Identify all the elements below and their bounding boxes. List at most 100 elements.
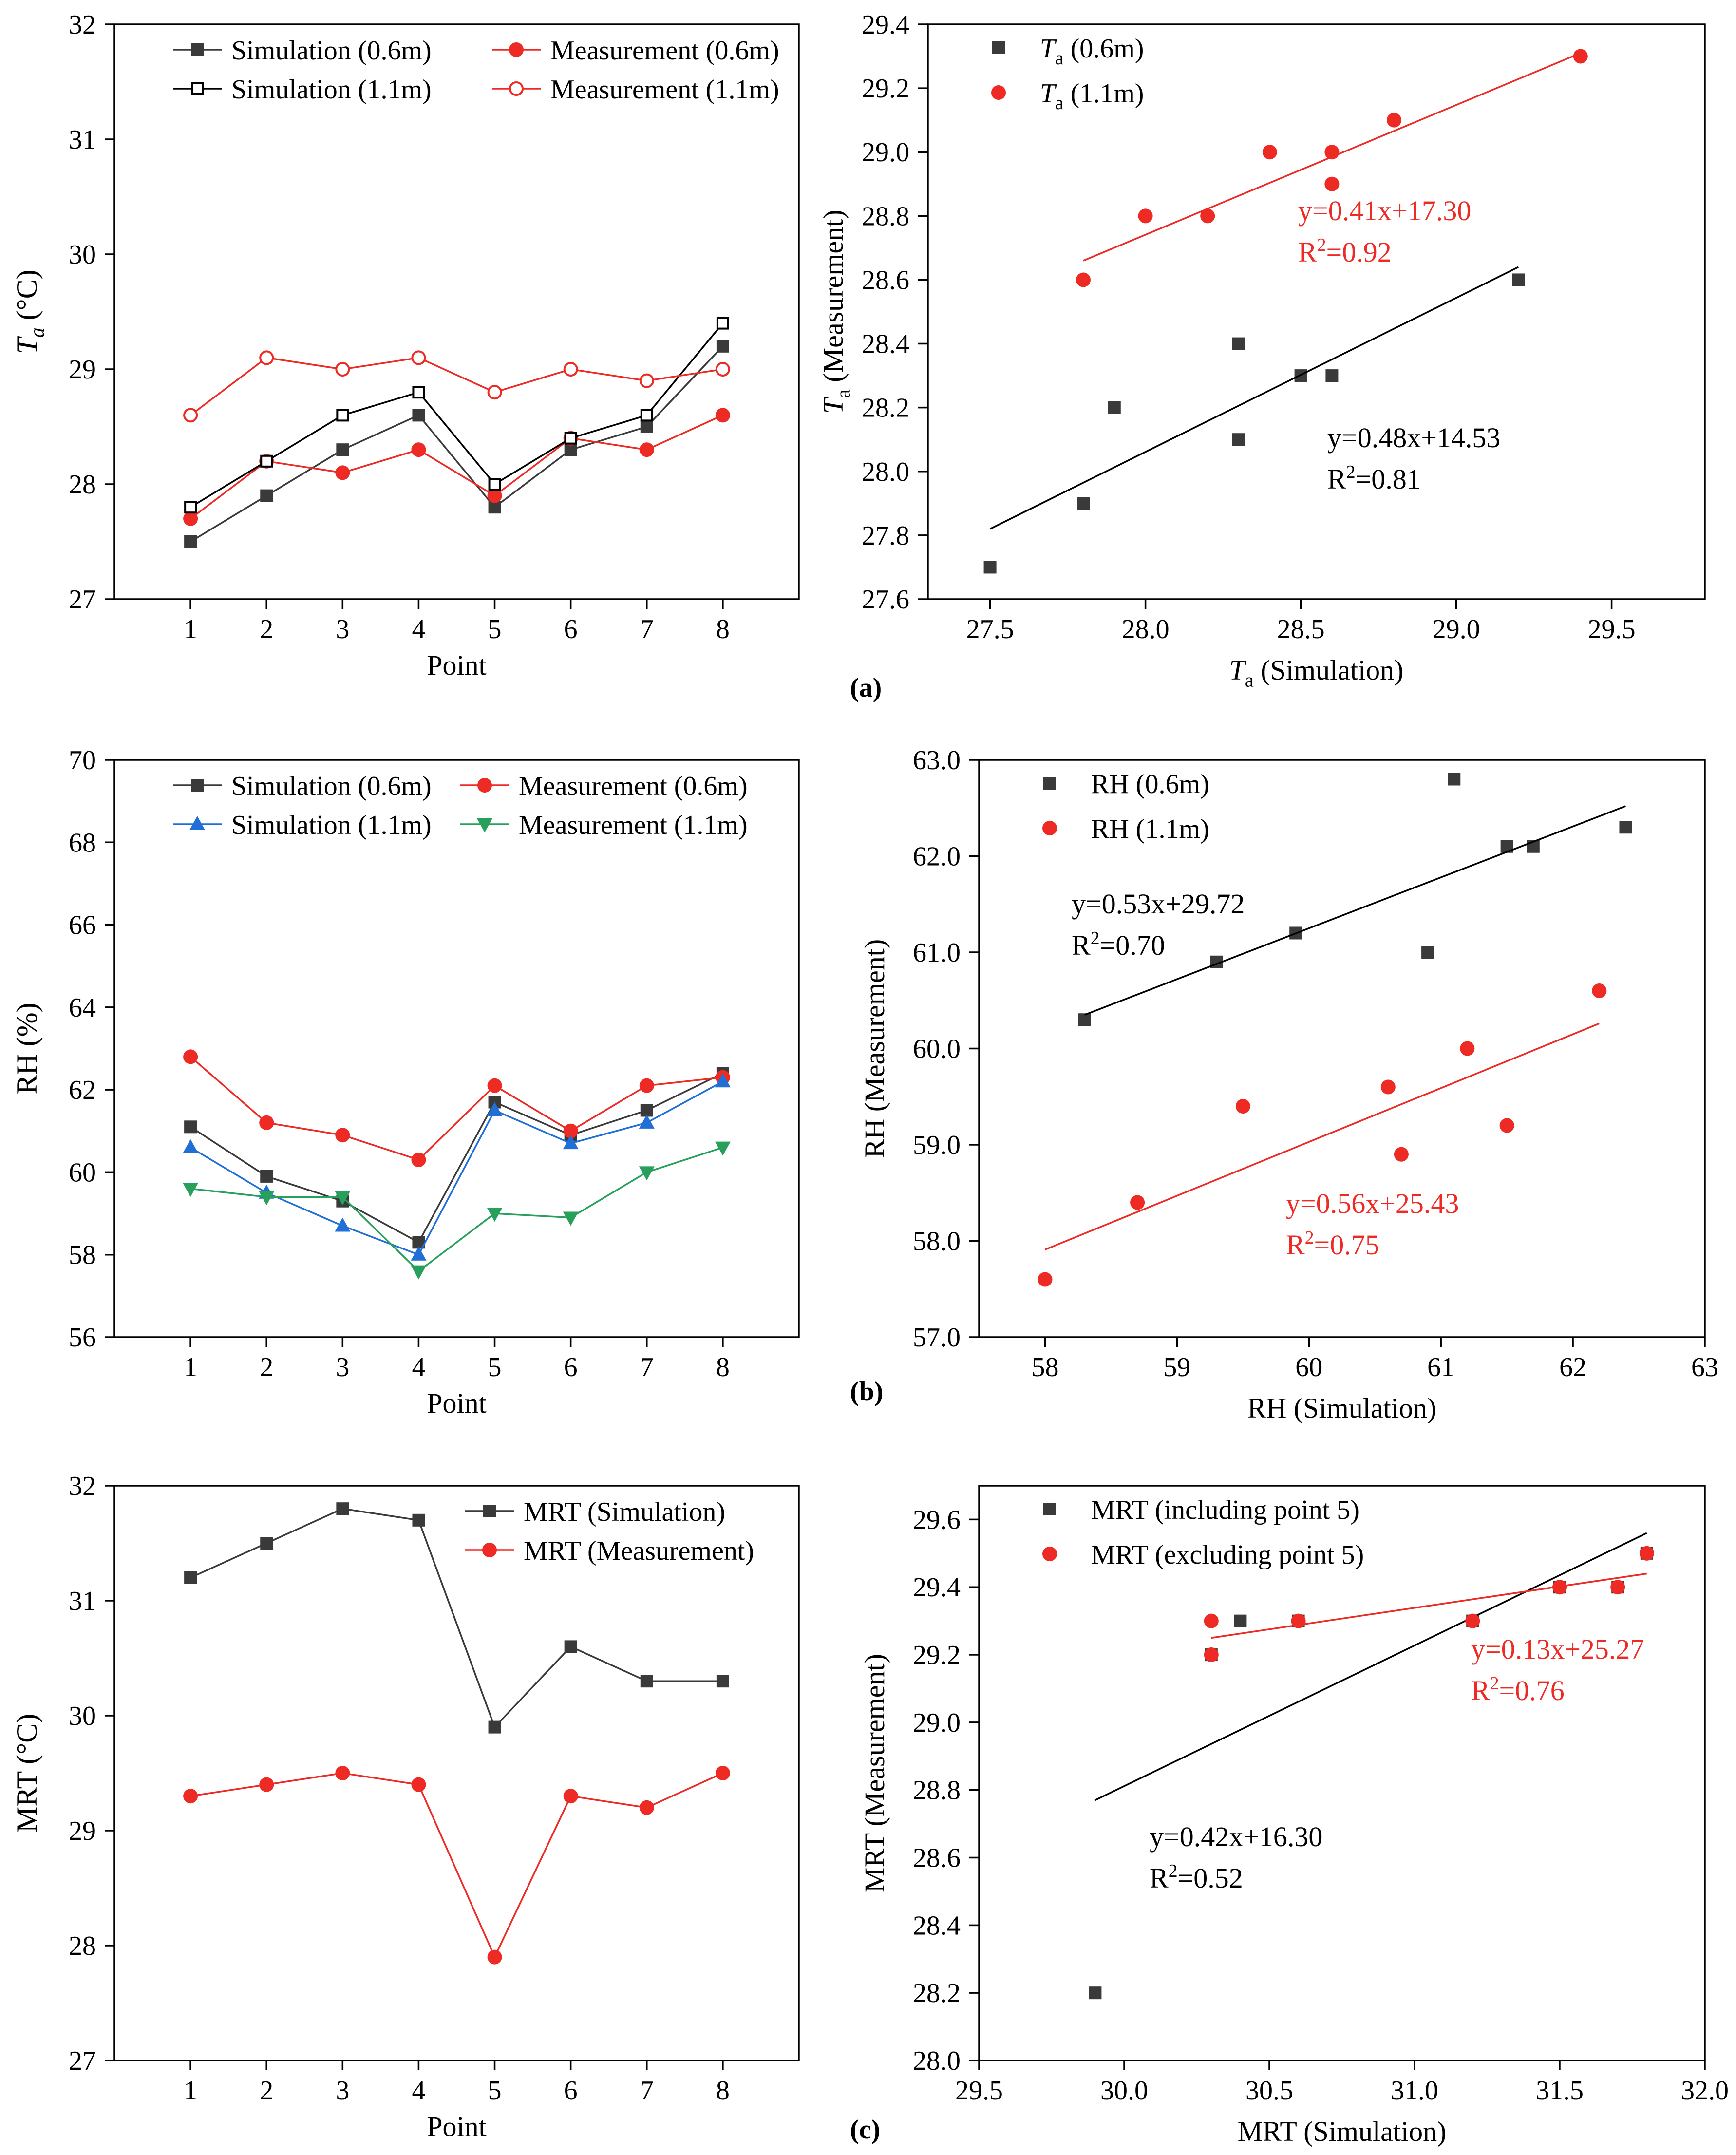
series-line: [190, 1508, 723, 1729]
data-point: [1387, 113, 1401, 128]
data-point: [335, 1191, 351, 1206]
x-tick-label: 28.5: [1277, 614, 1325, 644]
series-3: [183, 1141, 731, 1280]
legend-marker: [1042, 821, 1057, 835]
y-tick-label: 29.6: [913, 1505, 961, 1535]
x-tick-label: 29.5: [955, 2076, 1003, 2106]
legend-entry: Ta (1.1m): [991, 78, 1144, 113]
data-point: [564, 432, 577, 445]
data-point: [1138, 208, 1153, 224]
data-point: [639, 373, 654, 388]
y-tick-label: 58: [69, 1240, 96, 1270]
legend-entry: RH (1.1m): [1042, 814, 1209, 844]
x-tick-label: 59: [1163, 1352, 1190, 1382]
y-axis-label: RH (%): [11, 1002, 43, 1094]
y-tick-label: 27.6: [862, 585, 909, 615]
chart-a-scatter: 27.5 28.0 28.5 29.0 29.5 27.6 27.8 28.0 28.2 28.4…: [817, 10, 1706, 691]
data-point: [487, 1949, 502, 1965]
y-tick-label: 58.0: [913, 1227, 961, 1257]
data-point: [1077, 497, 1090, 510]
y-tick-label: 31: [69, 125, 96, 155]
y-tick-label: 29.0: [913, 1708, 961, 1738]
fit-equation: y=0.53x+29.72: [1072, 888, 1245, 920]
x-tick-label: 29.5: [1588, 614, 1636, 644]
x-tick-label: 2: [260, 614, 273, 644]
data-point: [563, 1211, 579, 1226]
data-point: [1262, 145, 1277, 160]
x-tick-label: 4: [412, 2076, 425, 2106]
data-point: [412, 409, 425, 422]
legend-label: Simulation (0.6m): [231, 771, 432, 801]
x-axis-label: Ta (Simulation): [1229, 654, 1404, 691]
data-point: [260, 454, 273, 468]
x-tick-label: 58: [1031, 1352, 1058, 1382]
x-tick-label: 31.5: [1536, 2076, 1584, 2106]
y-tick-label: 27: [69, 2046, 96, 2076]
legend-label: RH (1.1m): [1091, 814, 1209, 844]
fit-r2: R2=0.75: [1286, 1228, 1379, 1261]
y-tick-label: 28: [69, 1931, 96, 1961]
data-point: [716, 1675, 729, 1688]
legend-label: Measurement (0.6m): [550, 36, 779, 66]
series-line: [190, 1772, 723, 1959]
fit-line: [1084, 805, 1626, 1016]
x-tick-label: 7: [640, 614, 654, 644]
series-line: [190, 1072, 723, 1244]
legend-label: Simulation (0.6m): [231, 36, 432, 66]
legend-marker: [1042, 1547, 1057, 1561]
legend-label: MRT (Simulation): [524, 1497, 725, 1527]
legend-marker: [477, 818, 492, 832]
y-tick-label: 29: [69, 1816, 96, 1846]
y-tick-label: 28.6: [913, 1843, 961, 1873]
fit-line: [1044, 1022, 1600, 1250]
series-1: [1076, 49, 1588, 287]
data-point: [487, 1208, 503, 1222]
y-tick-label: 59.0: [913, 1130, 961, 1160]
x-tick-label: 63: [1691, 1352, 1718, 1382]
y-tick-label: 28.8: [862, 201, 909, 231]
data-point: [563, 362, 578, 377]
y-tick-label: 27.8: [862, 521, 909, 551]
y-tick-label: 63.0: [913, 745, 961, 775]
fit-line: [1094, 1532, 1647, 1801]
legend-entry: Measurement (0.6m): [492, 36, 779, 66]
y-tick-label: 28.4: [862, 329, 909, 359]
legend-marker: [509, 42, 524, 57]
fit-equation: y=0.42x+16.30: [1150, 1821, 1322, 1853]
data-point: [1204, 1613, 1219, 1628]
data-point: [640, 1675, 653, 1688]
legend-entry: Ta (0.6m): [992, 34, 1144, 69]
x-tick-label: 6: [564, 1352, 578, 1382]
series-0: [184, 1067, 729, 1249]
series-0: [184, 340, 729, 548]
data-point: [563, 1789, 578, 1804]
data-point: [1324, 176, 1340, 191]
fit-r2: R2=0.76: [1471, 1673, 1565, 1706]
data-point: [1076, 272, 1091, 287]
x-tick-label: 1: [184, 614, 197, 644]
data-point: [715, 362, 730, 377]
data-point: [715, 1141, 731, 1156]
data-point: [640, 409, 653, 422]
y-tick-label: 28: [69, 470, 96, 500]
series-line: [190, 322, 724, 508]
legend-label: Ta (1.1m): [1040, 78, 1144, 113]
plot-frame: [927, 23, 1706, 600]
data-point: [260, 1170, 273, 1183]
data-point: [411, 1246, 427, 1261]
x-axis-label: Point: [427, 1387, 487, 1419]
x-tick-label: 32.0: [1681, 2076, 1729, 2106]
legend-marker: [191, 779, 204, 792]
data-point: [1573, 49, 1588, 64]
series-2: [183, 1073, 731, 1261]
data-point: [259, 1191, 275, 1206]
legend-label: Simulation (1.1m): [231, 810, 432, 840]
data-point: [487, 385, 502, 400]
data-point: [183, 511, 198, 526]
x-tick-label: 6: [564, 614, 578, 644]
data-point: [563, 1135, 579, 1150]
y-tick-label: 29.2: [862, 74, 909, 104]
series-line: [190, 414, 723, 520]
